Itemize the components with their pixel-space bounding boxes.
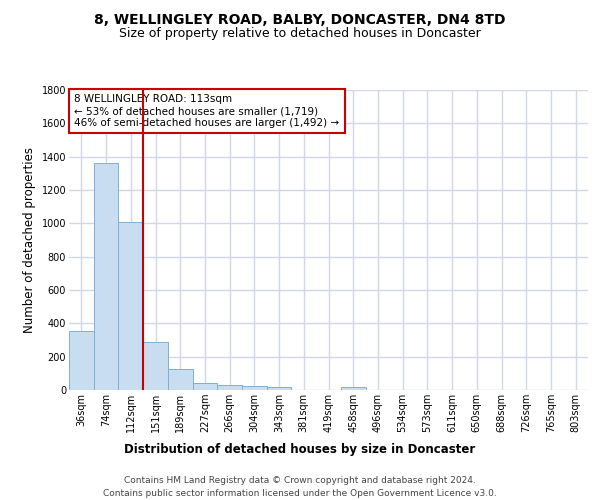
Text: Contains HM Land Registry data © Crown copyright and database right 2024.
Contai: Contains HM Land Registry data © Crown c… xyxy=(103,476,497,498)
Bar xyxy=(69,331,94,390)
Bar xyxy=(193,384,217,390)
Bar xyxy=(341,387,365,390)
Bar xyxy=(143,342,168,390)
Bar xyxy=(267,388,292,390)
Text: 8 WELLINGLEY ROAD: 113sqm
← 53% of detached houses are smaller (1,719)
46% of se: 8 WELLINGLEY ROAD: 113sqm ← 53% of detac… xyxy=(74,94,340,128)
Bar xyxy=(118,222,143,390)
Text: Size of property relative to detached houses in Doncaster: Size of property relative to detached ho… xyxy=(119,27,481,40)
Text: 8, WELLINGLEY ROAD, BALBY, DONCASTER, DN4 8TD: 8, WELLINGLEY ROAD, BALBY, DONCASTER, DN… xyxy=(94,12,506,26)
Bar xyxy=(242,386,267,390)
Y-axis label: Number of detached properties: Number of detached properties xyxy=(23,147,36,333)
Text: Distribution of detached houses by size in Doncaster: Distribution of detached houses by size … xyxy=(124,442,476,456)
Bar xyxy=(217,384,242,390)
Bar xyxy=(168,369,193,390)
Bar xyxy=(94,164,118,390)
